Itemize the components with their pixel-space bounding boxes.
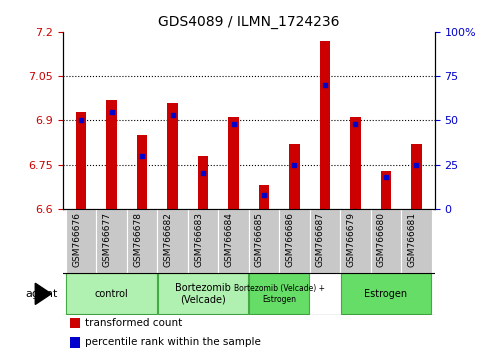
Text: GSM766678: GSM766678: [133, 212, 142, 267]
Polygon shape: [35, 283, 51, 304]
Text: GSM766676: GSM766676: [72, 212, 81, 267]
Text: GSM766684: GSM766684: [225, 212, 233, 267]
Bar: [157, 273, 248, 314]
Bar: [249, 209, 279, 273]
Bar: [127, 209, 157, 273]
Text: GSM766677: GSM766677: [102, 212, 112, 267]
Title: GDS4089 / ILMN_1724236: GDS4089 / ILMN_1724236: [158, 16, 340, 29]
Text: GSM766679: GSM766679: [346, 212, 355, 267]
Bar: [310, 209, 340, 273]
Bar: [106, 100, 117, 209]
Bar: [411, 144, 422, 209]
Text: Bortezomib (Velcade) +
Estrogen: Bortezomib (Velcade) + Estrogen: [234, 284, 325, 303]
Bar: [198, 156, 208, 209]
Bar: [137, 135, 147, 209]
Bar: [350, 118, 361, 209]
Bar: [279, 209, 310, 273]
Bar: [66, 209, 96, 273]
Bar: [340, 209, 370, 273]
Bar: [228, 118, 239, 209]
Bar: [76, 112, 86, 209]
Bar: [188, 209, 218, 273]
Bar: [259, 185, 270, 209]
Bar: [370, 209, 401, 273]
Text: GSM766686: GSM766686: [285, 212, 295, 267]
Text: transformed count: transformed count: [85, 318, 183, 328]
Bar: [157, 209, 188, 273]
Text: GSM766683: GSM766683: [194, 212, 203, 267]
Bar: [341, 273, 431, 314]
Bar: [249, 273, 310, 314]
Text: control: control: [95, 289, 128, 299]
Text: GSM766681: GSM766681: [407, 212, 416, 267]
Bar: [381, 171, 391, 209]
Text: Bortezomib
(Velcade): Bortezomib (Velcade): [175, 283, 231, 305]
Text: agent: agent: [26, 289, 58, 299]
Text: GSM766685: GSM766685: [255, 212, 264, 267]
Text: GSM766680: GSM766680: [377, 212, 386, 267]
Text: GSM766687: GSM766687: [316, 212, 325, 267]
Text: percentile rank within the sample: percentile rank within the sample: [85, 337, 261, 347]
Bar: [218, 209, 249, 273]
Bar: [167, 103, 178, 209]
Bar: [70, 318, 80, 328]
Bar: [66, 273, 157, 314]
Text: Estrogen: Estrogen: [364, 289, 408, 299]
Bar: [70, 337, 80, 348]
Bar: [320, 41, 330, 209]
Bar: [96, 209, 127, 273]
Bar: [401, 209, 432, 273]
Bar: [289, 144, 300, 209]
Text: GSM766682: GSM766682: [164, 212, 172, 267]
